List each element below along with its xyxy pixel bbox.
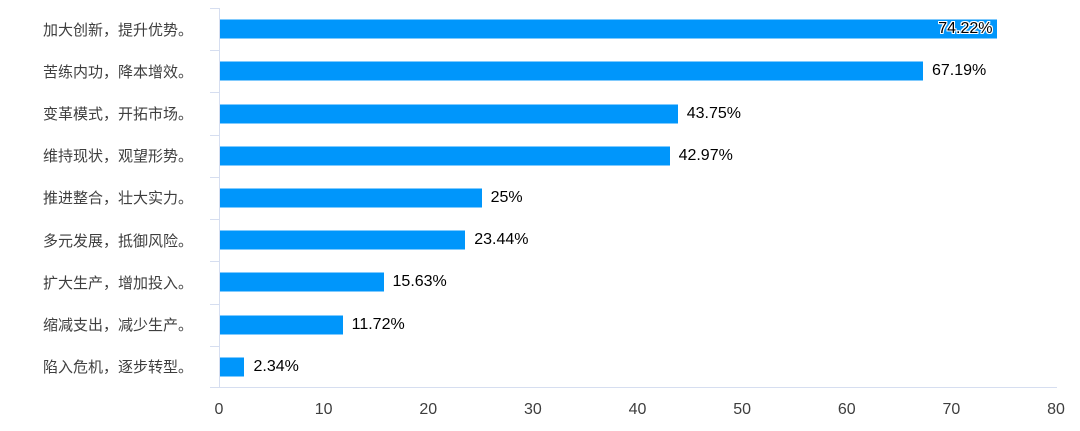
bar[interactable]	[220, 230, 466, 250]
bar[interactable]	[220, 357, 245, 377]
y-tick-mark	[210, 176, 220, 178]
category-label: 加大创新，提升优势。	[42, 21, 193, 39]
plot-area: 74.22% 67.19% 43.75% 42.97% 25% 23.44% 15.63% 1…	[210, 8, 1057, 388]
y-tick-mark	[210, 92, 220, 94]
x-axis-line	[210, 387, 1057, 388]
value-label: 42.97%	[678, 146, 733, 164]
bar-row: 15.63%	[220, 261, 1057, 303]
x-tick-label: 60	[837, 401, 856, 418]
x-tick-label: 20	[419, 401, 438, 418]
value-label: 43.75%	[686, 104, 741, 122]
bar[interactable]	[220, 146, 670, 166]
bar[interactable]	[220, 188, 482, 208]
bar-row: 67.19%	[220, 50, 1057, 92]
value-label: 11.72%	[351, 315, 405, 333]
category-label: 苦练内功，降本增效。	[42, 63, 193, 81]
x-tick-label: 0	[214, 401, 224, 418]
bar-row: 43.75%	[220, 92, 1057, 134]
category-label: 多元发展，抵御风险。	[42, 232, 193, 250]
value-label: 15.63%	[392, 273, 447, 291]
y-tick-mark	[210, 219, 220, 221]
bar-row: 25%	[220, 177, 1057, 219]
bar-row: 11.72%	[220, 304, 1057, 346]
category-label: 陷入危机，逐步转型。	[42, 359, 193, 377]
category-label: 维持现状，观望形势。	[42, 148, 193, 166]
value-label: 67.19%	[931, 62, 987, 80]
y-tick-mark	[210, 134, 220, 136]
bar-row: 23.44%	[220, 219, 1057, 261]
category-label: 缩减支出，减少生产。	[42, 317, 193, 335]
bar[interactable]	[220, 315, 343, 335]
x-tick-label: 30	[523, 401, 542, 418]
y-tick-mark	[210, 345, 220, 347]
x-tick-label: 50	[733, 401, 752, 418]
y-tick-mark	[210, 8, 220, 9]
category-labels: 加大创新，提升优势。 苦练内功，降本增效。 变革模式，开拓市场。 维持现状，观望形势。…	[0, 8, 206, 388]
y-tick-mark	[210, 261, 220, 263]
bar-row: 74.22%	[220, 8, 1057, 50]
bar[interactable]	[220, 272, 384, 292]
bar-row: 42.97%	[220, 135, 1057, 177]
x-tick-label: 80	[1047, 401, 1065, 418]
y-tick-mark	[210, 303, 220, 305]
value-label: 2.34%	[253, 357, 299, 375]
value-label: 74.22%	[938, 20, 993, 38]
x-tick-label: 70	[942, 401, 961, 418]
category-label: 推进整合，壮大实力。	[42, 190, 193, 208]
bar[interactable]	[220, 61, 923, 81]
bar[interactable]	[220, 104, 678, 124]
x-axis-labels: 0 10 20 30 40 50 60 70 80	[215, 401, 1065, 423]
bar[interactable]	[220, 19, 997, 39]
bar-row: 2.34%	[220, 346, 1057, 388]
category-label: 扩大生产，增加投入。	[42, 274, 193, 292]
category-label: 变革模式，开拓市场。	[42, 106, 193, 124]
x-tick-label: 40	[628, 401, 647, 418]
value-label: 25%	[490, 188, 523, 206]
y-tick-mark	[210, 50, 220, 52]
value-label: 23.44%	[474, 231, 529, 249]
x-tick-label: 10	[314, 401, 333, 418]
